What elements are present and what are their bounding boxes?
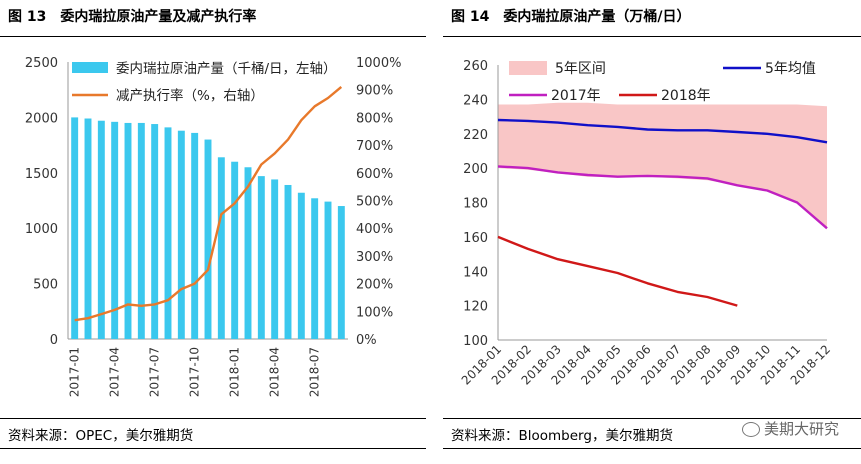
right-y-tick-label: 200%	[356, 278, 393, 293]
y-tick-label: 140	[463, 265, 488, 280]
legend-2018-label: 2018年	[661, 88, 711, 104]
production-bar	[311, 198, 319, 339]
legend-range-swatch	[509, 61, 547, 75]
right-y-tick-label: 700%	[356, 139, 393, 154]
production-bar	[271, 179, 279, 339]
year-2017-line	[497, 165, 828, 230]
figure-13-panel: 图 13 委内瑞拉原油产量及减产执行率 0 500 1000 1500 2000 2500 0…	[0, 0, 426, 464]
x-tick-label: 2018-07	[308, 347, 322, 397]
left-y-tick-label: 2500	[25, 56, 58, 71]
left-y-tick-label: 0	[50, 333, 58, 348]
x-tick-label: 2017-04	[108, 347, 122, 397]
production-bar	[324, 201, 332, 339]
production-bar	[191, 132, 199, 339]
y-tick-label: 100	[463, 334, 488, 349]
figure-13-top-rule	[0, 36, 426, 37]
figure-13-source-rule	[0, 448, 426, 449]
figure-13-chart: 0 500 1000 1500 2000 2500 0% 100% 200% 300% 400% 50…	[25, 56, 402, 397]
production-bar	[231, 161, 239, 339]
five-year-range-band	[498, 102, 827, 229]
production-bar	[337, 206, 345, 339]
figure-14-title: 图 14 委内瑞拉原油产量（万桶/日）	[451, 6, 690, 26]
right-y-tick-label: 0%	[356, 333, 377, 348]
figure-13-number: 图 13	[8, 9, 47, 25]
legend-bar-swatch	[72, 62, 108, 73]
production-bar	[124, 122, 132, 339]
production-bar	[297, 192, 305, 339]
figure-14-panel: 图 14 委内瑞拉原油产量（万桶/日） 100 120 140 160 180 200 220…	[443, 0, 861, 464]
watermark-text: 美期大研究	[763, 420, 839, 438]
x-tick-label: 2017-10	[188, 347, 202, 397]
production-bar	[257, 176, 265, 339]
figure-14-source-rule	[443, 448, 861, 449]
y-tick-label: 240	[463, 93, 488, 108]
figure-14-bottom-rule	[443, 418, 861, 419]
production-bar	[244, 167, 252, 339]
production-bar	[177, 130, 185, 339]
y-tick-label: 180	[463, 197, 488, 212]
right-y-tick-label: 1000%	[356, 56, 401, 71]
figure-14-title-text: 委内瑞拉原油产量（万桶/日）	[503, 9, 691, 25]
legend-2017-label: 2017年	[551, 88, 601, 104]
x-tick-label: 2018-01	[228, 347, 242, 397]
x-tick-label: 2017-07	[148, 347, 162, 397]
right-y-tick-label: 600%	[356, 167, 393, 182]
figure-14-number: 图 14	[451, 9, 490, 25]
production-bar	[111, 121, 119, 339]
figure-13-bottom-rule	[0, 418, 426, 419]
y-tick-label: 160	[463, 231, 488, 246]
year-2018-line	[497, 235, 738, 307]
production-bar	[97, 120, 105, 339]
production-bar	[204, 139, 212, 339]
production-bar	[137, 122, 145, 339]
right-y-tick-label: 300%	[356, 250, 393, 265]
production-bar	[151, 124, 159, 339]
x-tick-label: 2018-04	[268, 347, 282, 397]
right-y-tick-label: 900%	[356, 84, 393, 99]
right-y-tick-label: 500%	[356, 195, 393, 210]
figure-13-title: 图 13 委内瑞拉原油产量及减产执行率	[8, 6, 256, 26]
left-y-tick-label: 1500	[25, 167, 58, 182]
production-bar	[217, 157, 225, 339]
execution-rate-line	[74, 85, 343, 322]
left-y-tick-label: 500	[33, 278, 58, 293]
five-year-average-line	[497, 118, 828, 144]
figure-14-source: 资料来源：Bloomberg，美尔雅期货	[451, 428, 673, 444]
production-bar	[284, 184, 292, 339]
figure-14-chart: 1001201401601802002202402602018-012018-0…	[459, 59, 833, 388]
legend-range-label: 5年区间	[555, 61, 606, 77]
right-y-tick-label: 400%	[356, 222, 393, 237]
left-y-tick-label: 1000	[25, 222, 58, 237]
figure-13-title-text: 委内瑞拉原油产量及减产执行率	[60, 9, 257, 25]
chat-bubble-icon	[741, 422, 760, 437]
watermark: 美期大研究	[741, 418, 839, 439]
production-bar	[84, 118, 92, 340]
y-tick-label: 120	[463, 300, 488, 315]
right-y-tick-label: 800%	[356, 111, 393, 126]
legend-bar-label: 委内瑞拉原油产量（千桶/日，左轴）	[116, 61, 337, 77]
figure-13-source: 资料来源：OPEC，美尔雅期货	[8, 428, 194, 444]
legend-line-label: 减产执行率（%，右轴）	[116, 87, 264, 104]
y-tick-label: 260	[463, 59, 488, 74]
y-tick-label: 220	[463, 128, 488, 143]
figure-14-top-rule	[443, 36, 861, 37]
right-y-tick-label: 100%	[356, 305, 393, 320]
left-y-tick-label: 2000	[25, 111, 58, 126]
production-bar	[164, 127, 172, 339]
x-tick-label: 2017-01	[68, 347, 82, 397]
y-tick-label: 200	[463, 162, 488, 177]
legend-average-label: 5年均值	[765, 61, 816, 77]
production-bar	[71, 117, 79, 340]
